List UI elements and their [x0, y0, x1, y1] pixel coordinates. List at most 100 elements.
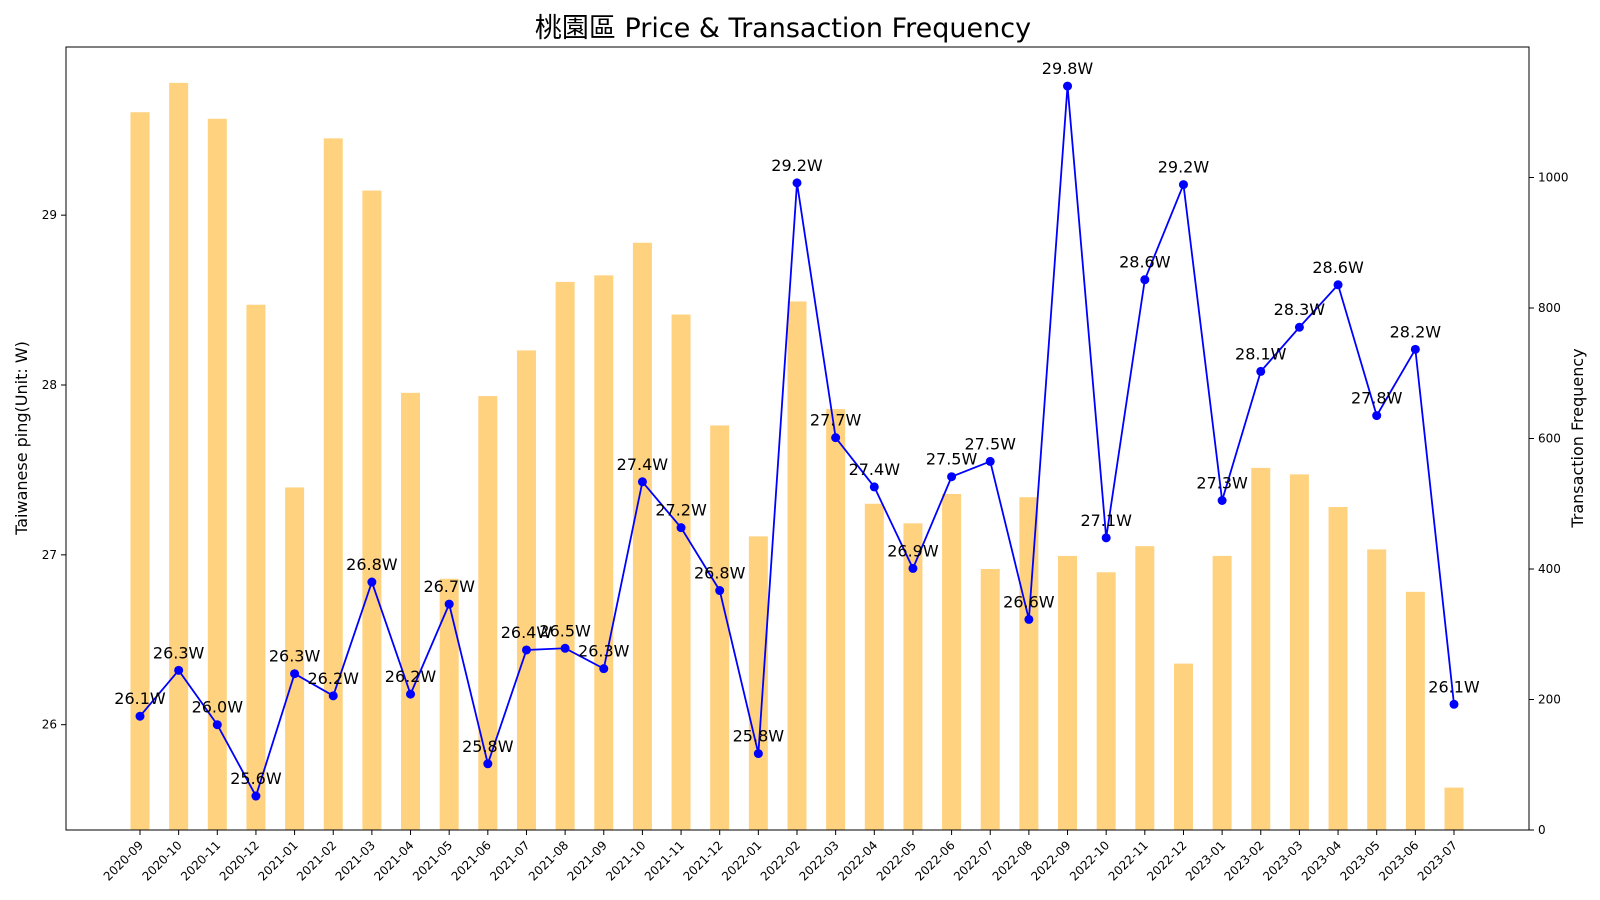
frequency-bar	[478, 396, 498, 830]
price-data-label: 26.3W	[153, 643, 205, 662]
y-left-tick-label: 27	[42, 548, 57, 562]
x-tick-label: 2023-07	[1415, 838, 1460, 883]
price-point	[869, 482, 879, 492]
price-point	[753, 749, 763, 759]
price-point	[1372, 411, 1382, 421]
price-data-label: 29.2W	[1158, 158, 1210, 177]
frequency-bar	[555, 281, 575, 830]
frequency-bar	[864, 503, 884, 830]
x-tick-label: 2020-09	[101, 838, 146, 883]
x-tick-label: 2022-03	[796, 838, 841, 883]
frequency-bar	[671, 314, 691, 830]
x-tick-label: 2022-06	[912, 838, 957, 883]
price-data-label: 26.7W	[423, 577, 475, 596]
y-right-tick-label: 200	[1538, 693, 1561, 707]
frequency-bar	[1328, 507, 1348, 830]
price-point	[1178, 180, 1188, 190]
price-point	[908, 563, 918, 573]
x-tick-label: 2021-05	[410, 838, 455, 883]
x-tick-label: 2022-12	[1144, 838, 1189, 883]
frequency-bar	[594, 275, 614, 830]
x-tick-label: 2021-02	[294, 838, 339, 883]
price-data-label: 26.8W	[346, 555, 398, 574]
price-data-label: 28.1W	[1235, 344, 1287, 363]
y-axis-left-label: Taiwanese ping(Unit: W)	[12, 341, 31, 536]
x-tick-label: 2022-10	[1067, 838, 1112, 883]
frequency-bar	[207, 118, 227, 830]
x-tick-label: 2022-01	[719, 838, 764, 883]
y-right-tick-label: 400	[1538, 562, 1561, 576]
price-data-label: 27.2W	[655, 501, 707, 520]
price-data-label: 28.2W	[1390, 322, 1442, 341]
x-tick-label: 2021-09	[565, 838, 610, 883]
frequency-bar	[1444, 787, 1464, 830]
frequency-bar	[748, 536, 768, 830]
chart-title: 桃園區 Price & Transaction Frequency	[535, 13, 1031, 44]
price-point	[1294, 322, 1304, 332]
frequency-bar	[516, 350, 536, 830]
x-tick-label: 2023-04	[1299, 838, 1344, 883]
price-point	[406, 689, 416, 699]
frequency-bar	[903, 523, 923, 830]
frequency-bar	[169, 82, 189, 830]
frequency-bars	[130, 82, 1464, 831]
x-tick-label: 2021-08	[526, 838, 571, 883]
price-data-label: 27.7W	[810, 411, 862, 430]
x-tick-label: 2022-09	[1028, 838, 1073, 883]
x-axis: 2020-092020-102020-112020-122021-012021-…	[101, 830, 1460, 884]
price-point	[1217, 495, 1227, 505]
price-point	[328, 691, 338, 701]
price-point	[985, 456, 995, 466]
price-point	[1101, 533, 1111, 543]
price-point	[676, 523, 686, 533]
frequency-bar	[1289, 474, 1309, 830]
price-point	[251, 791, 261, 801]
price-data-label: 26.6W	[1003, 592, 1055, 611]
price-point	[560, 643, 570, 653]
x-tick-label: 2021-01	[255, 838, 300, 883]
price-data-label: 27.3W	[1196, 473, 1248, 492]
frequency-bar	[1367, 549, 1387, 830]
price-point	[1140, 275, 1150, 285]
frequency-bar	[1096, 572, 1116, 830]
price-point	[1063, 81, 1073, 91]
price-data-label: 26.1W	[114, 689, 166, 708]
frequency-bar	[246, 304, 266, 830]
frequency-bar	[401, 392, 421, 830]
frequency-bar	[787, 301, 807, 831]
price-point	[1024, 614, 1034, 624]
x-tick-label: 2022-05	[874, 838, 919, 883]
price-data-label: 26.4W	[501, 623, 553, 642]
price-data-label: 26.3W	[578, 642, 630, 661]
frequency-bar	[1173, 663, 1193, 830]
price-data-labels: 26.1W 26.3W 26.0W 25.6W 26.3W 26.2W 26.8W 26.2W…	[114, 59, 1480, 788]
x-tick-label: 2022-07	[951, 838, 996, 883]
frequency-bar	[130, 112, 150, 830]
x-tick-label: 2020-11	[178, 838, 223, 883]
frequency-bar	[1405, 591, 1425, 830]
price-data-label: 28.3W	[1274, 300, 1326, 319]
price-data-label: 28.6W	[1119, 253, 1171, 272]
price-data-label: 25.6W	[230, 769, 282, 788]
price-data-label: 27.1W	[1080, 511, 1132, 530]
y-axis-right-label: Transaction Frequency	[1568, 348, 1587, 528]
x-tick-label: 2021-03	[333, 838, 378, 883]
frequency-bar	[710, 425, 730, 830]
price-data-label: 27.5W	[926, 450, 978, 469]
x-tick-label: 2023-05	[1337, 838, 1382, 883]
y-axis-left: 26 27 28 29	[42, 208, 66, 732]
frequency-bar	[323, 138, 343, 831]
frequency-bar	[942, 493, 962, 830]
price-data-label: 25.8W	[462, 737, 514, 756]
frequency-bar	[285, 487, 305, 830]
price-point	[521, 645, 531, 655]
price-point	[599, 664, 609, 674]
y-right-tick-label: 0	[1538, 823, 1546, 837]
price-point	[135, 711, 145, 721]
x-tick-label: 2023-06	[1376, 838, 1421, 883]
price-data-label: 27.4W	[617, 455, 669, 474]
frequency-bar	[980, 569, 1000, 830]
price-data-label: 27.4W	[849, 460, 901, 479]
price-point	[1410, 344, 1420, 354]
